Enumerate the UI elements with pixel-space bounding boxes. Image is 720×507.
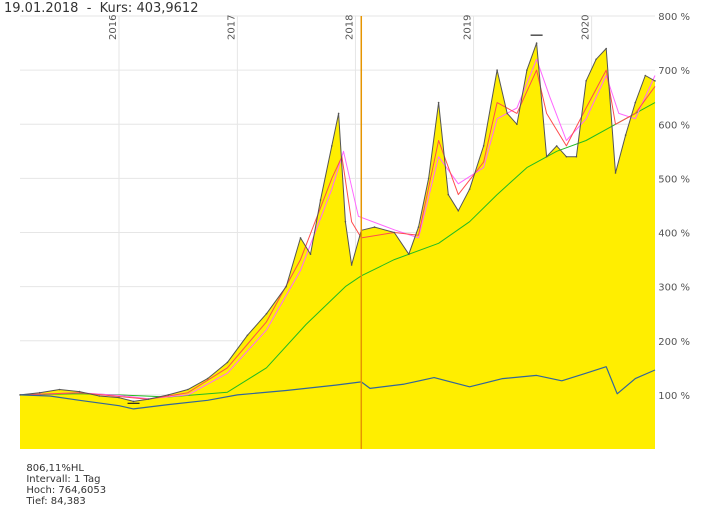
price-point bbox=[187, 388, 189, 391]
price-point bbox=[226, 361, 229, 364]
price-point bbox=[98, 395, 101, 397]
header-kurs-label: Kurs: bbox=[99, 1, 133, 16]
price-point bbox=[118, 396, 120, 399]
price-point bbox=[535, 42, 538, 44]
price-point bbox=[393, 231, 396, 234]
footer-hl: 806,11%HL bbox=[26, 463, 84, 474]
price-point bbox=[319, 199, 322, 201]
price-point bbox=[299, 237, 302, 239]
y-tick-label: 200 % bbox=[658, 337, 690, 348]
price-point bbox=[614, 172, 617, 174]
price-point bbox=[337, 112, 340, 115]
x-tick-label: 2020 bbox=[581, 15, 592, 40]
price-point bbox=[634, 101, 637, 104]
price-point bbox=[309, 253, 312, 255]
price-point bbox=[555, 145, 558, 147]
price-point bbox=[447, 193, 450, 196]
footer-tief: Tief: 84,383 bbox=[26, 496, 86, 507]
price-chart[interactable]: 100 % 200 % 300 % 400 % 500 % 600 % 700 % 800 %… bbox=[0, 0, 720, 468]
price-point bbox=[457, 210, 460, 212]
price-point bbox=[132, 400, 135, 403]
price-point bbox=[482, 145, 485, 147]
price-point bbox=[285, 285, 288, 288]
price-area bbox=[20, 43, 655, 449]
price-point bbox=[624, 134, 627, 136]
series-medium-ma bbox=[19, 58, 656, 400]
price-point bbox=[496, 69, 498, 71]
price-point bbox=[427, 177, 430, 180]
price-point bbox=[585, 80, 587, 82]
price-point bbox=[468, 188, 471, 190]
price-point bbox=[506, 112, 509, 115]
x-tick-label: 2017 bbox=[226, 15, 237, 40]
price-point bbox=[350, 264, 353, 266]
chart-footer: 806,11%HL Intervall: 1 Tag Hoch: 764,605… bbox=[20, 452, 120, 507]
footer-hoch: Hoch: 764,6053 bbox=[26, 485, 107, 496]
price-point bbox=[373, 226, 376, 228]
price-point bbox=[265, 312, 268, 315]
price-point bbox=[331, 145, 333, 147]
x-tick-label: 2019 bbox=[463, 15, 474, 40]
price-point bbox=[545, 155, 548, 158]
y-tick-label: 700 % bbox=[658, 66, 690, 77]
series-price-line bbox=[19, 42, 656, 402]
footer-interval: Intervall: 1 Tag bbox=[26, 474, 101, 485]
price-point bbox=[565, 155, 568, 158]
series-short-ma bbox=[19, 69, 656, 400]
price-point bbox=[167, 394, 169, 396]
y-tick-label: 800 % bbox=[658, 12, 690, 23]
x-tick-label: 2016 bbox=[108, 15, 119, 40]
price-point bbox=[595, 58, 597, 61]
price-point bbox=[644, 74, 647, 77]
y-tick-label: 600 % bbox=[658, 120, 690, 131]
price-point bbox=[147, 398, 150, 401]
y-tick-label: 300 % bbox=[658, 283, 690, 294]
price-point bbox=[344, 220, 347, 223]
price-point bbox=[38, 391, 41, 394]
price-point bbox=[78, 390, 81, 393]
series-benchmark bbox=[19, 366, 656, 410]
price-point bbox=[654, 80, 656, 82]
header-separator: - bbox=[86, 1, 92, 16]
header-kurs-value: 403,9612 bbox=[136, 1, 199, 16]
price-point bbox=[526, 69, 528, 71]
price-point bbox=[417, 226, 420, 228]
y-tick-label: 400 % bbox=[658, 229, 690, 240]
y-tick-label: 100 % bbox=[658, 391, 690, 402]
header-date: 19.01.2018 bbox=[4, 1, 79, 16]
chart-header: 19.01.2018 - Kurs: 403,9612 bbox=[4, 1, 198, 16]
price-point bbox=[206, 377, 209, 380]
price-point bbox=[575, 155, 578, 158]
price-point bbox=[58, 388, 61, 391]
price-point bbox=[605, 47, 607, 50]
x-tick-label: 2018 bbox=[344, 15, 355, 40]
price-point bbox=[408, 253, 410, 255]
price-point bbox=[437, 101, 440, 104]
y-tick-label: 500 % bbox=[658, 174, 690, 185]
price-point bbox=[246, 334, 249, 337]
price-point bbox=[19, 394, 21, 396]
price-point bbox=[516, 123, 518, 126]
